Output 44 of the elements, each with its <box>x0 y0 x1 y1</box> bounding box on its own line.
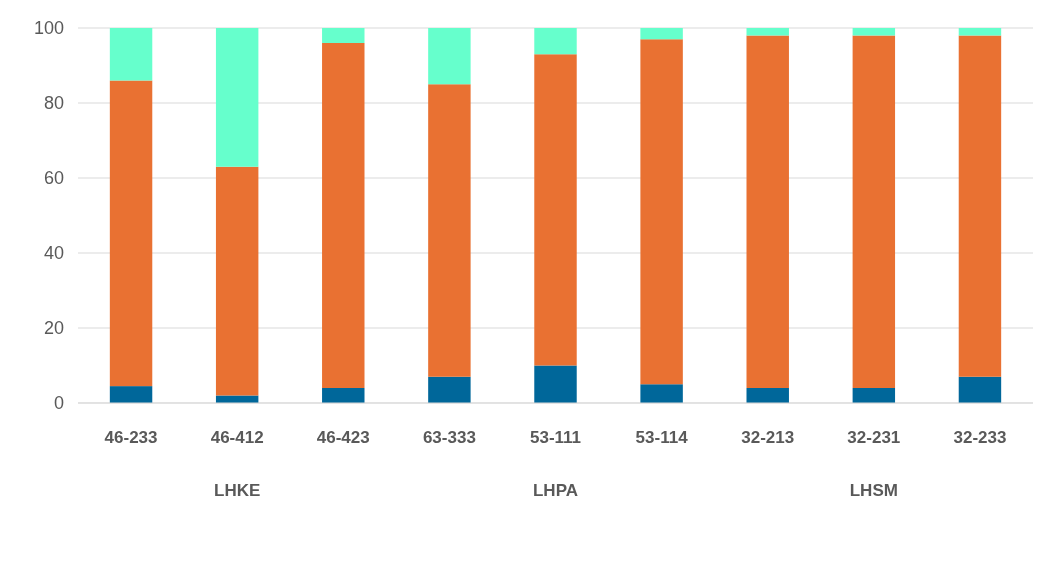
bar <box>746 28 789 36</box>
x-tick-label: 63-333 <box>422 428 476 447</box>
bar <box>958 28 1002 36</box>
x-tick-label: 32-233 <box>953 428 1007 447</box>
y-tick-label: 0 <box>53 393 64 414</box>
bar <box>215 28 259 167</box>
x-tick-label: 53-114 <box>635 428 689 447</box>
y-tick-label: 100 <box>33 18 64 39</box>
x-tick-label: 46-423 <box>316 428 370 447</box>
y-tick-label: 60 <box>43 168 64 189</box>
bar <box>534 365 577 403</box>
text: LHPA <box>532 481 579 500</box>
y-tick-label: 20 <box>43 318 64 339</box>
bar <box>109 80 153 387</box>
x-tick-label: 46-412 <box>210 428 264 447</box>
bar <box>322 43 365 388</box>
bar <box>746 388 789 403</box>
bar <box>958 376 1002 403</box>
bar <box>322 28 365 43</box>
bar <box>852 388 896 403</box>
bar <box>958 35 1002 377</box>
bar <box>109 386 153 403</box>
bar <box>534 54 577 366</box>
bar <box>640 384 683 403</box>
x-tick-label: 46-233 <box>104 428 158 447</box>
bar <box>428 376 471 403</box>
bar <box>428 28 471 85</box>
x-tick-label: 32-213 <box>741 428 795 447</box>
x-tick-label: 53-111 <box>529 428 582 447</box>
y-tick-label: 40 <box>43 243 64 264</box>
bar <box>322 388 365 403</box>
bar <box>746 35 789 388</box>
bar <box>534 28 577 55</box>
bar <box>109 28 153 81</box>
text: LHKE <box>214 481 261 500</box>
x-tick-label: 32-231 <box>847 428 901 447</box>
bar <box>852 28 896 36</box>
y-tick-label: 80 <box>43 93 64 114</box>
bar <box>640 39 683 385</box>
text: LHSM <box>849 481 898 500</box>
bar <box>428 84 471 377</box>
bar <box>640 28 683 40</box>
bar <box>215 166 259 396</box>
bar <box>852 35 896 388</box>
